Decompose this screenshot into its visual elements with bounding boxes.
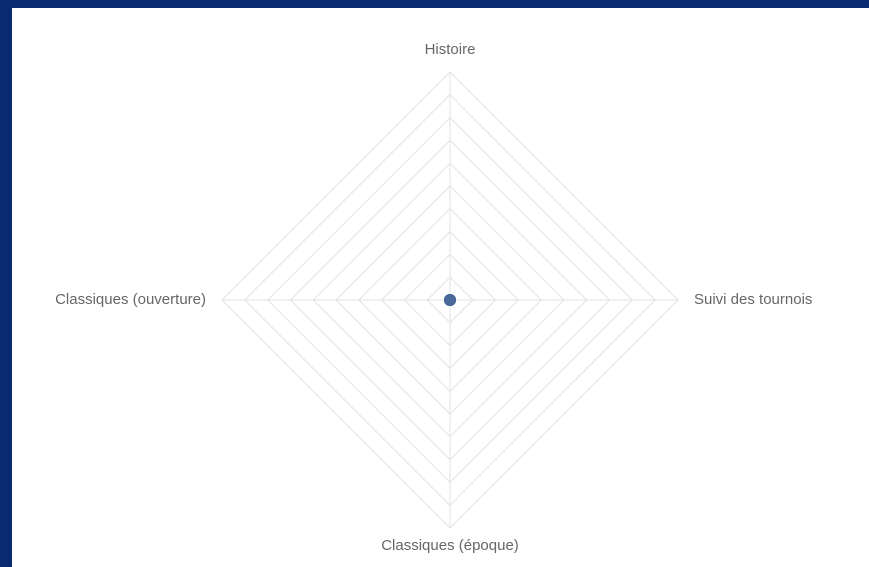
data-point bbox=[444, 294, 456, 306]
chart-panel bbox=[12, 8, 869, 567]
axis-label: Suivi des tournois bbox=[694, 291, 812, 308]
axis-label: Classiques (ouverture) bbox=[55, 291, 206, 308]
axis-label: Classiques (époque) bbox=[381, 537, 519, 554]
axis-label: Histoire bbox=[425, 41, 476, 58]
